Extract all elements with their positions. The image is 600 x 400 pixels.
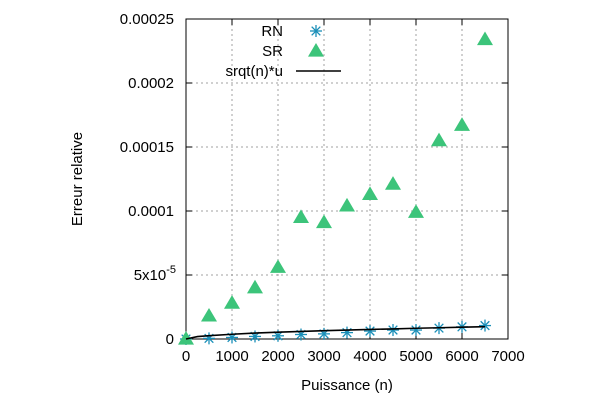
x-tick-label: 7000: [491, 348, 524, 365]
series-line: [185, 325, 486, 340]
data-point-sr: [247, 279, 263, 294]
data-point-sr: [224, 295, 240, 309]
data-point-rn: [203, 332, 215, 345]
x-tick-label: 4000: [353, 348, 386, 365]
data-point-sr: [339, 197, 355, 212]
asterisk-stroke: [388, 325, 398, 335]
x-tick-label: 2000: [261, 348, 294, 365]
data-point-rn: [410, 324, 422, 337]
data-point-rn: [295, 328, 307, 341]
data-point-sr: [431, 132, 447, 147]
legend-symbol-sr: [308, 43, 324, 57]
asterisk-stroke: [365, 326, 375, 336]
series-SR: [178, 31, 493, 345]
y-tick-label: 5x10-5: [134, 264, 176, 284]
y-tick-label: 0.0001: [128, 203, 174, 220]
data-point-sr: [178, 331, 194, 345]
data-point-sr: [362, 186, 378, 200]
asterisk-stroke: [480, 320, 490, 331]
y-axis-label: Erreur relative: [69, 132, 86, 226]
data-point-rn: [479, 319, 491, 332]
legend-label-RN: RN: [261, 23, 283, 40]
data-point-rn: [364, 325, 376, 338]
legend-label-srqt(n)*u: srqt(n)*u: [225, 63, 283, 80]
y-tick-label: 0: [166, 331, 174, 348]
x-tick-label: 3000: [307, 348, 340, 365]
legend-symbol-rn: [310, 25, 322, 37]
asterisk-stroke: [411, 325, 421, 335]
x-tick-label: 6000: [445, 348, 478, 365]
y-tick-label: 0.00015: [120, 139, 174, 156]
x-tick-label: 1000: [215, 348, 248, 365]
series-RN: [180, 319, 491, 345]
data-point-rn: [318, 327, 330, 340]
series-srqt(n)*u: [185, 325, 486, 340]
data-point-sr: [316, 214, 332, 229]
x-axis-label: Puissance (n): [301, 377, 393, 394]
data-point-sr: [408, 204, 424, 218]
data-point-sr: [454, 117, 470, 131]
x-tick-label: 0: [182, 348, 190, 365]
data-point-rn: [387, 324, 399, 337]
data-point-rn: [341, 326, 353, 339]
plot-frame: [185, 18, 509, 340]
data-point-sr: [270, 259, 286, 273]
y-tick-label: 0.00025: [120, 11, 174, 28]
series-layer: [178, 31, 493, 345]
legend: RN SR srqt(n)*u: [225, 23, 341, 80]
asterisk-stroke: [311, 26, 321, 36]
y-tick-label: 0.0002: [128, 75, 174, 92]
x-tick-label: 5000: [399, 348, 432, 365]
data-point-sr: [201, 307, 217, 322]
data-point-sr: [293, 209, 309, 223]
legend-label-SR: SR: [262, 43, 283, 60]
tick-layer: 0 1000 2000 3000 4000 5000 6000 7000 0 5x10-5 0.00…: [120, 11, 525, 365]
data-point-sr: [477, 31, 493, 46]
data-point-sr: [385, 176, 401, 190]
